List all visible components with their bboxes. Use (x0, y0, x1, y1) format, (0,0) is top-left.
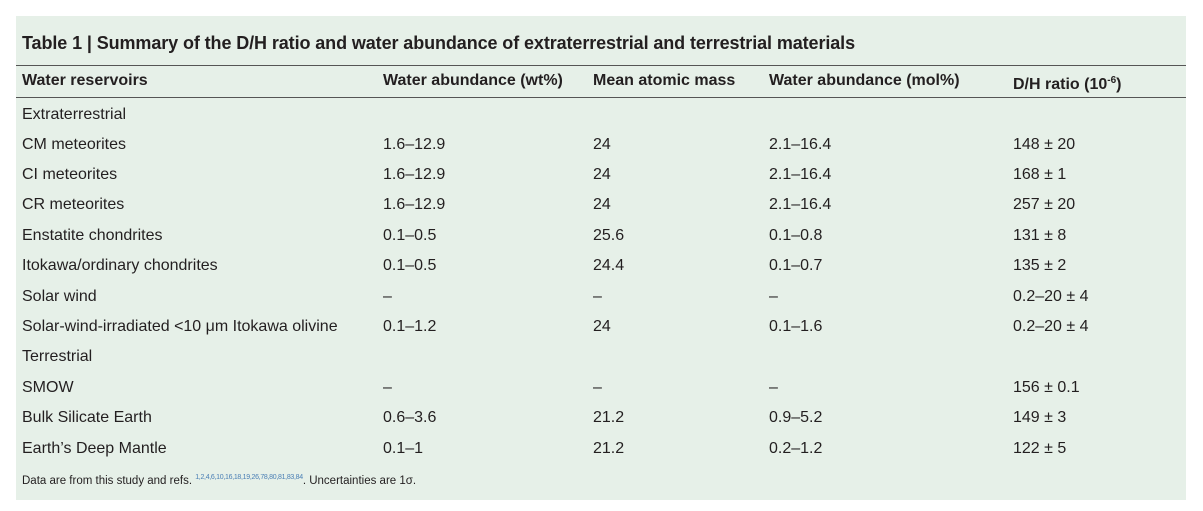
cell-wt: 1.6–12.9 (383, 136, 446, 153)
header-dh: D/H ratio (10-6) (1013, 66, 1121, 100)
cell-dh: 135 ± 2 (1013, 257, 1067, 274)
cell-dh: 149 ± 3 (1013, 409, 1067, 426)
cell-reservoir: Solar-wind-irradiated <10 μm Itokawa oli… (22, 318, 338, 335)
cell-mol: 2.1–16.4 (769, 166, 832, 183)
cell-mass: 24 (593, 166, 611, 183)
table-row: CI meteorites 1.6–12.9 24 2.1–16.4 168 ± 1 (16, 160, 1186, 190)
cell-dh: 122 ± 5 (1013, 440, 1067, 457)
header-dh-exponent: -6 (1107, 75, 1117, 86)
cell-mol: 0.1–0.7 (769, 257, 823, 274)
cell-mol: 2.1–16.4 (769, 136, 832, 153)
cell-mol: 0.9–5.2 (769, 409, 823, 426)
table-row: Itokawa/ordinary chondrites 0.1–0.5 24.4 0.… (16, 251, 1186, 281)
cell-dh: 131 ± 8 (1013, 227, 1067, 244)
header-dh-suffix: ) (1116, 76, 1122, 93)
cell-wt: 0.1–0.5 (383, 227, 437, 244)
cell-reservoir: CI meteorites (22, 166, 118, 183)
cell-reservoir: SMOW (22, 379, 74, 396)
table-row: Bulk Silicate Earth 0.6–3.6 21.2 0.9–5.2 149… (16, 403, 1186, 433)
cell-mass: 24 (593, 196, 611, 213)
header-row: Water reservoirs Water abundance (wt%) M… (16, 66, 1186, 96)
top-rule (16, 65, 1186, 66)
header-rule (16, 97, 1186, 98)
cell-mass: 24.4 (593, 257, 625, 274)
cell-mass: – (593, 288, 602, 305)
cell-mol: 0.2–1.2 (769, 440, 823, 457)
header-mol: Water abundance (mol%) (769, 72, 960, 89)
cell-mass: 25.6 (593, 227, 625, 244)
cell-dh: 0.2–20 ± 4 (1013, 318, 1089, 335)
cell-wt: 0.6–3.6 (383, 409, 437, 426)
table-row: Solar-wind-irradiated <10 μm Itokawa oli… (16, 312, 1186, 342)
cell-wt: 1.6–12.9 (383, 196, 446, 213)
footnote-suffix: . Uncertainties are 1σ. (302, 475, 417, 487)
header-mass: Mean atomic mass (593, 72, 736, 89)
table-number: Table 1 | (22, 33, 92, 53)
table-row: CR meteorites 1.6–12.9 24 2.1–16.4 257 ± 20 (16, 190, 1186, 220)
cell-dh: 168 ± 1 (1013, 166, 1067, 183)
cell-mol: – (769, 379, 778, 396)
cell-wt: – (383, 288, 392, 305)
cell-reservoir: Solar wind (22, 288, 97, 305)
table-row: Terrestrial (16, 342, 1186, 372)
cell-mass: 24 (593, 318, 611, 335)
cell-dh: 156 ± 0.1 (1013, 379, 1080, 396)
cell-mol: 2.1–16.4 (769, 196, 832, 213)
cell-reservoir: Bulk Silicate Earth (22, 409, 152, 426)
header-wt: Water abundance (wt%) (383, 72, 563, 89)
cell-wt: 0.1–0.5 (383, 257, 437, 274)
cell-mol: – (769, 288, 778, 305)
cell-reservoir: CM meteorites (22, 136, 127, 153)
table-footnote: Data are from this study and refs. 1,2,4… (22, 474, 416, 487)
footnote-prefix: Data are from this study and refs. (22, 475, 196, 487)
table-row: Solar wind – – – 0.2–20 ± 4 (16, 282, 1186, 312)
cell-dh: 148 ± 20 (1013, 136, 1076, 153)
cell-reservoir: Enstatite chondrites (22, 227, 163, 244)
table-title: Table 1 | Summary of the D/H ratio and w… (22, 33, 855, 54)
cell-dh: 0.2–20 ± 4 (1013, 288, 1089, 305)
table-row: CM meteorites 1.6–12.9 24 2.1–16.4 148 ± 20 (16, 130, 1186, 160)
cell-wt: – (383, 379, 392, 396)
cell-mass: 21.2 (593, 440, 625, 457)
table-title-text: Summary of the D/H ratio and water abund… (91, 33, 855, 53)
cell-dh: 257 ± 20 (1013, 196, 1076, 213)
cell-mol: 0.1–1.6 (769, 318, 823, 335)
cell-wt: 1.6–12.9 (383, 166, 446, 183)
cell-reservoir: Itokawa/ordinary chondrites (22, 257, 218, 274)
table-panel: Table 1 | Summary of the D/H ratio and w… (16, 16, 1186, 500)
footnote-refs[interactable]: 1,2,4,6,10,16,18,19,26,78,80,81,83,84 (195, 474, 303, 481)
cell-reservoir: CR meteorites (22, 196, 125, 213)
table-row: SMOW – – – 156 ± 0.1 (16, 373, 1186, 403)
table-row: Earth’s Deep Mantle 0.1–1 21.2 0.2–1.2 122 ±… (16, 434, 1186, 464)
cell-reservoir: Extraterrestrial (22, 106, 127, 123)
cell-reservoir: Earth’s Deep Mantle (22, 440, 167, 457)
cell-mass: – (593, 379, 602, 396)
table-row: Enstatite chondrites 0.1–0.5 25.6 0.1–0.8 13… (16, 221, 1186, 251)
cell-reservoir: Terrestrial (22, 348, 93, 365)
cell-wt: 0.1–1 (383, 440, 424, 457)
cell-wt: 0.1–1.2 (383, 318, 437, 335)
table-row: Extraterrestrial (16, 100, 1186, 130)
cell-mol: 0.1–0.8 (769, 227, 823, 244)
header-dh-prefix: D/H ratio (10 (1013, 76, 1108, 93)
cell-mass: 24 (593, 136, 611, 153)
cell-mass: 21.2 (593, 409, 625, 426)
header-reservoir: Water reservoirs (22, 72, 148, 89)
